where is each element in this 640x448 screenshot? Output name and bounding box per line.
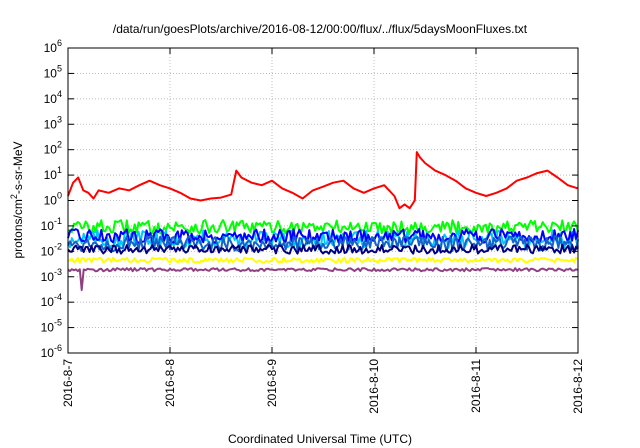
series-line <box>67 243 579 255</box>
chart-title: /data/run/goesPlots/archive/2016-08-12/0… <box>112 22 528 36</box>
y-tick-label: 10-5 <box>41 318 62 335</box>
x-tick-labels: 2016-8-7 2016-8-8 2016-8-9 2016-8-10 2016-8-… <box>61 359 585 414</box>
x-tick-label: 2016-8-10 <box>367 359 381 414</box>
y-tick-labels: 10-6 10-5 10-4 10-3 10-2 10-1 100 101 102 103 104 1… <box>41 38 62 360</box>
x-tick-label: 2016-8-7 <box>61 359 75 407</box>
x-tick-label: 2016-8-9 <box>265 359 279 407</box>
axis-ticks <box>67 47 579 354</box>
series-line <box>67 151 579 210</box>
y-tick-label: 100 <box>44 191 62 208</box>
x-tick-label: 2016-8-11 <box>469 359 483 413</box>
y-tick-label: 10-2 <box>41 241 62 258</box>
y-tick-label: 103 <box>44 114 62 131</box>
x-axis-label: Coordinated Universal Time (UTC) <box>227 432 413 446</box>
series-layer <box>67 151 579 291</box>
y-tick-label: 10-1 <box>41 216 62 233</box>
x-tick-label: 2016-8-12 <box>571 359 585 414</box>
x-tick-label: 2016-8-8 <box>163 359 177 407</box>
y-tick-label: 101 <box>44 165 62 182</box>
y-tick-label: 105 <box>44 63 62 80</box>
series-line <box>67 267 579 291</box>
y-tick-label: 106 <box>44 38 62 55</box>
series-line <box>67 256 579 264</box>
y-axis-label: protons/cm2-s-sr-MeV <box>9 141 25 258</box>
y-tick-label: 102 <box>44 140 62 157</box>
y-tick-label: 10-3 <box>41 267 62 284</box>
series-line <box>67 235 579 253</box>
grid-lines <box>68 48 578 353</box>
y-tick-label: 10-6 <box>41 343 62 360</box>
y-tick-label: 10-4 <box>41 292 62 309</box>
y-tick-label: 104 <box>44 89 62 106</box>
